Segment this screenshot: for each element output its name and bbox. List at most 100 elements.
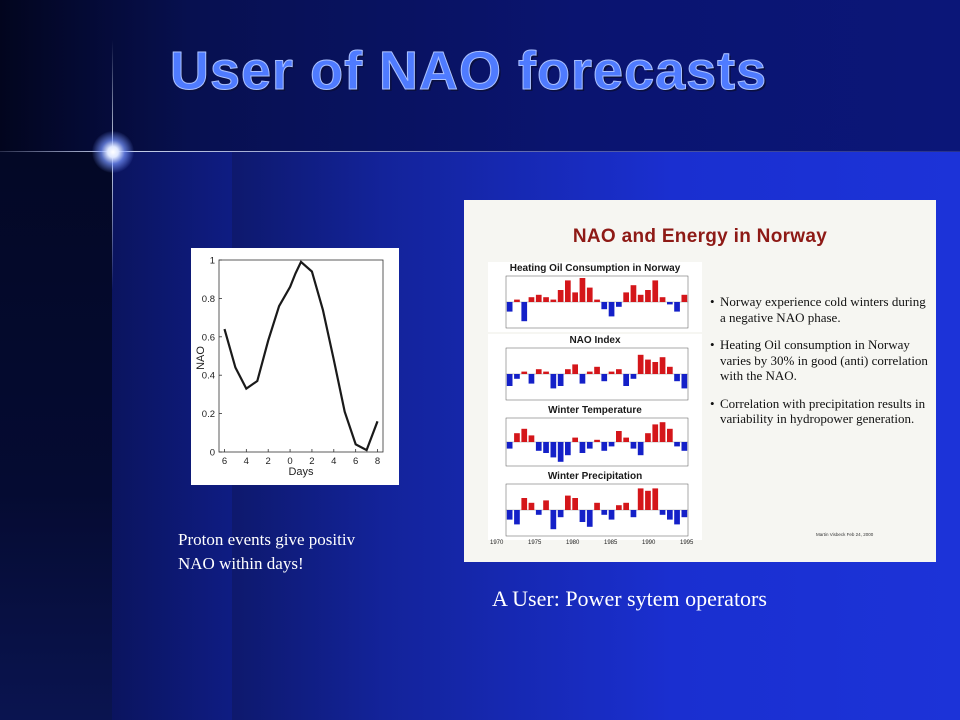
anomaly-bar — [550, 374, 557, 389]
anomaly-bar — [528, 297, 535, 302]
year-axis: 1970 1975 1980 1985 1990 1995 — [488, 540, 702, 552]
y-tick-label: 0.8 — [202, 294, 215, 305]
panel-title: NAO Index — [569, 335, 621, 346]
panel-winter-precipitation: Winter Precipitation — [488, 470, 702, 540]
anomaly-bar — [608, 302, 615, 317]
anomaly-bar — [667, 302, 673, 305]
anomaly-bar — [565, 442, 571, 456]
x-tick-label: 4 — [244, 456, 249, 467]
anomaly-bar — [674, 302, 680, 312]
anomaly-bar — [667, 366, 673, 374]
anomaly-bar — [681, 442, 688, 451]
anomaly-bar — [535, 510, 542, 515]
anomaly-bar — [572, 292, 578, 302]
anomaly-bar — [528, 502, 535, 510]
anomaly-bar — [565, 369, 571, 374]
bullet-item: Norway experience cold winters during a … — [710, 294, 930, 325]
anomaly-bar — [521, 302, 528, 322]
anomaly-bar — [645, 290, 651, 302]
y-tick-label: 1 — [210, 256, 215, 267]
figure-credit: Martin Visbeck Feb 24, 2000 — [816, 532, 874, 537]
bar-chart-nao-index — [505, 347, 689, 401]
horizontal-light-line — [0, 151, 960, 152]
anomaly-bar — [681, 294, 688, 302]
anomaly-bar — [557, 290, 564, 302]
anomaly-bar — [623, 374, 629, 386]
y-tick-label: 0 — [210, 448, 215, 459]
x-tick-label: 6 — [222, 456, 227, 467]
anomaly-bar — [506, 442, 513, 449]
anomaly-bar — [659, 357, 666, 374]
anomaly-bar — [674, 510, 680, 525]
anomaly-bar — [579, 278, 586, 302]
anomaly-bar — [528, 374, 535, 384]
anomaly-bar — [645, 433, 651, 442]
anomaly-bar — [521, 371, 528, 374]
anomaly-bar — [645, 359, 651, 374]
anomaly-bar — [674, 442, 680, 447]
anomaly-bar — [579, 374, 586, 384]
anomaly-bar — [550, 510, 557, 530]
left-caption-line-1: Proton events give positiv — [178, 530, 356, 549]
anomaly-bar — [514, 433, 520, 442]
anomaly-bar — [572, 437, 578, 442]
anomaly-bar — [557, 442, 564, 462]
anomaly-bar — [601, 442, 608, 451]
anomaly-bar — [616, 505, 622, 510]
anomaly-bar — [557, 510, 564, 518]
anomaly-bar — [594, 299, 600, 302]
anomaly-bar — [667, 428, 673, 442]
anomaly-bar — [586, 371, 593, 374]
anomaly-bar — [579, 442, 586, 453]
anomaly-bar — [623, 437, 629, 442]
anomaly-bar — [535, 294, 542, 302]
anomaly-bar — [586, 287, 593, 302]
anomaly-bar — [586, 442, 593, 449]
anomaly-bar — [579, 510, 586, 522]
anomaly-bar — [674, 374, 680, 382]
anomaly-bar — [630, 510, 637, 518]
nao-plot-panel: 1 0.8 0.6 0.4 0.2 0 6 4 2 0 2 4 6 8 NAO Days — [191, 248, 399, 485]
anomaly-bar — [608, 510, 615, 520]
bullet-item: Heating Oil consumption in Norway varies… — [710, 337, 930, 384]
anomaly-bar — [543, 371, 549, 374]
anomaly-bar — [528, 435, 535, 442]
nao-series-line — [223, 260, 379, 452]
anomaly-bar — [652, 362, 659, 374]
bar-chart-heating-oil — [505, 275, 689, 329]
bullet-item: Correlation with precipitation results i… — [710, 396, 930, 427]
anomaly-bar — [514, 510, 520, 525]
bar-chart-winter-temperature — [505, 417, 689, 467]
anomaly-bar — [652, 488, 659, 510]
left-caption-line-2: NAO within days! — [178, 554, 304, 573]
energy-figure: NAO and Energy in Norway Heating Oil Con… — [464, 200, 936, 562]
year-tick: 1980 — [566, 540, 580, 546]
panel-title: Heating Oil Consumption in Norway — [509, 263, 681, 274]
anomaly-bar — [506, 374, 513, 386]
year-tick: 1975 — [528, 540, 542, 546]
panel-title: Winter Temperature — [548, 405, 642, 416]
anomaly-bar — [616, 431, 622, 442]
left-caption: Proton events give positiv NAO within da… — [178, 528, 438, 576]
anomaly-bar — [637, 488, 644, 510]
anomaly-bar — [616, 369, 622, 374]
plot-frame — [218, 259, 384, 453]
anomaly-bar — [623, 292, 629, 302]
x-tick-label: 8 — [375, 456, 380, 467]
y-tick-label: 0.6 — [202, 332, 215, 343]
anomaly-bar — [601, 302, 608, 310]
anomaly-bar — [659, 422, 666, 442]
x-tick-label: 0 — [287, 456, 292, 467]
nao-line-chart: 1 0.8 0.6 0.4 0.2 0 6 4 2 0 2 4 6 8 NAO Days — [195, 256, 384, 478]
anomaly-bar — [586, 510, 593, 527]
anomaly-bar — [572, 364, 578, 374]
panel-heating-oil: Heating Oil Consumption in Norway — [488, 262, 702, 332]
year-tick: 1985 — [604, 540, 618, 546]
anomaly-bar — [608, 371, 615, 374]
title-band — [0, 0, 960, 152]
anomaly-bar — [637, 294, 644, 302]
anomaly-bar — [535, 369, 542, 374]
anomaly-bar — [594, 502, 600, 510]
anomaly-bar — [681, 374, 688, 389]
anomaly-bar — [521, 498, 528, 510]
